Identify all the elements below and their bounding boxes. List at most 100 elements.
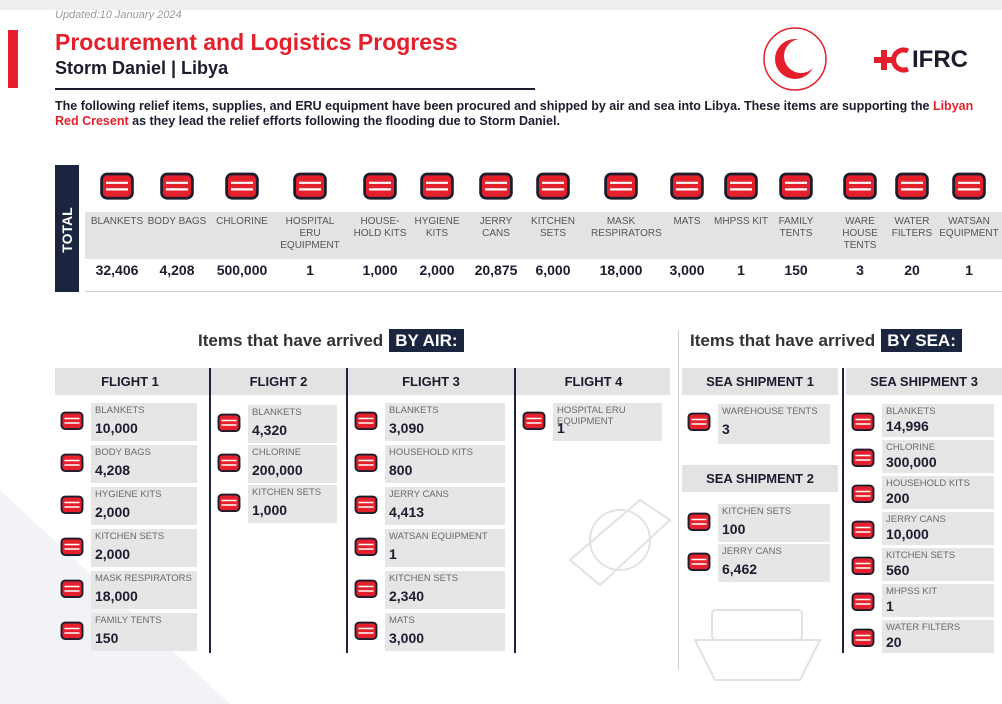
total-item-value: 4,208 <box>159 262 195 278</box>
item-label: HOSPITAL ERU EQUIPMENT <box>557 405 626 427</box>
total-item-value: 1 <box>965 262 973 278</box>
item-box <box>718 404 830 444</box>
item-box <box>385 487 505 525</box>
item-icon <box>684 406 714 436</box>
item-box <box>248 445 337 483</box>
item-value: 2,340 <box>389 588 425 604</box>
total-item-label: MHPSS KIT <box>714 216 768 227</box>
red-crescent-logo <box>763 27 827 91</box>
total-item-label: CHLORINE <box>216 216 268 227</box>
item-value: 300,000 <box>886 454 937 470</box>
item-value: 800 <box>389 462 413 478</box>
heading-text: Items that have arrived <box>198 331 384 350</box>
item-icon <box>848 442 878 472</box>
total-item-value: 1,000 <box>362 262 398 278</box>
item-box <box>553 403 662 441</box>
item-label: MASK RESPIRATORS <box>95 573 192 584</box>
item-label: KITCHEN SETS <box>252 487 322 498</box>
title: Procurement and Logistics Progress <box>55 29 458 55</box>
item-icon <box>838 163 882 207</box>
item-box <box>882 440 994 473</box>
item-label: JERRY CANS <box>886 514 946 525</box>
item-icon <box>531 163 575 207</box>
item-icon <box>684 506 714 536</box>
total-item-label: BLANKETS <box>90 216 144 227</box>
item-box <box>385 613 505 651</box>
total-item-label: KITCHEN SETS <box>531 216 575 239</box>
item-box <box>385 529 505 567</box>
item-label: KITCHEN SETS <box>389 573 459 584</box>
total-item-value: 3,000 <box>669 262 705 278</box>
item-icon <box>848 406 878 436</box>
item-box <box>718 504 830 542</box>
divider <box>209 368 211 653</box>
item-icon <box>351 447 381 477</box>
item-value: 3,090 <box>389 420 425 436</box>
item-icon <box>351 405 381 435</box>
group-header: FLIGHT 2 <box>212 368 345 395</box>
divider <box>346 368 348 653</box>
item-value: 1 <box>389 546 397 562</box>
total-item-value: 1 <box>306 262 314 278</box>
item-value: 6,462 <box>722 561 758 577</box>
group-header: SEA SHIPMENT 2 <box>682 465 838 492</box>
item-box <box>91 529 197 567</box>
item-value: 560 <box>886 562 910 578</box>
item-box <box>882 620 994 653</box>
intro-highlight: Libyan Red Cresent <box>55 99 974 128</box>
item-icon <box>719 163 763 207</box>
section-heading: Items that have arrived BY SEA: <box>690 327 962 355</box>
item-label: FAMILY TENTS <box>95 615 162 626</box>
total-item-value: 500,000 <box>216 262 268 278</box>
item-label: BODY BAGS <box>95 447 151 458</box>
group-header: SEA SHIPMENT 1 <box>682 368 838 395</box>
item-icon <box>848 514 878 544</box>
item-icon <box>351 531 381 561</box>
item-box <box>91 613 197 651</box>
item-value: 3,000 <box>389 630 425 646</box>
item-icon <box>288 163 332 207</box>
item-icon <box>415 163 459 207</box>
total-item-label: WARE HOUSE TENTS <box>842 216 878 251</box>
item-box <box>718 544 830 582</box>
total-item-value: 1 <box>737 262 745 278</box>
item-value: 18,000 <box>95 588 138 604</box>
item-icon <box>358 163 402 207</box>
item-icon <box>57 573 87 603</box>
item-label: BLANKETS <box>252 407 302 418</box>
total-item-value: 32,406 <box>95 262 139 278</box>
item-label: HYGIENE KITS <box>95 489 162 500</box>
item-icon <box>848 478 878 508</box>
item-icon <box>848 586 878 616</box>
item-value: 20 <box>886 634 902 650</box>
item-box <box>385 403 505 441</box>
group-header: SEA SHIPMENT 3 <box>846 368 1002 395</box>
item-icon <box>351 489 381 519</box>
total-item-value: 20,875 <box>474 262 518 278</box>
item-icon <box>57 447 87 477</box>
item-value: 200,000 <box>252 462 303 478</box>
item-icon <box>848 550 878 580</box>
item-box <box>882 404 994 437</box>
item-value: 1 <box>886 598 894 614</box>
item-value: 1,000 <box>252 502 288 518</box>
total-label-row <box>85 212 1002 259</box>
item-icon <box>214 447 244 477</box>
total-item-value: 20 <box>904 262 920 278</box>
item-icon <box>519 405 549 435</box>
total-item-value: 2,000 <box>419 262 455 278</box>
intro-text: as they lead the relief efforts followin… <box>128 114 560 128</box>
item-value: 100 <box>722 521 746 537</box>
item-box <box>882 512 994 545</box>
item-box <box>385 445 505 483</box>
item-icon <box>155 163 199 207</box>
item-icon <box>57 531 87 561</box>
heading-tag: BY SEA: <box>881 329 962 352</box>
total-item-label: BODY BAGS <box>147 216 207 227</box>
item-label: CHLORINE <box>886 442 936 453</box>
divider <box>514 368 516 653</box>
item-label: BLANKETS <box>886 406 936 417</box>
item-label: BLANKETS <box>95 405 145 416</box>
intro-text: The following relief items, supplies, an… <box>55 99 933 113</box>
